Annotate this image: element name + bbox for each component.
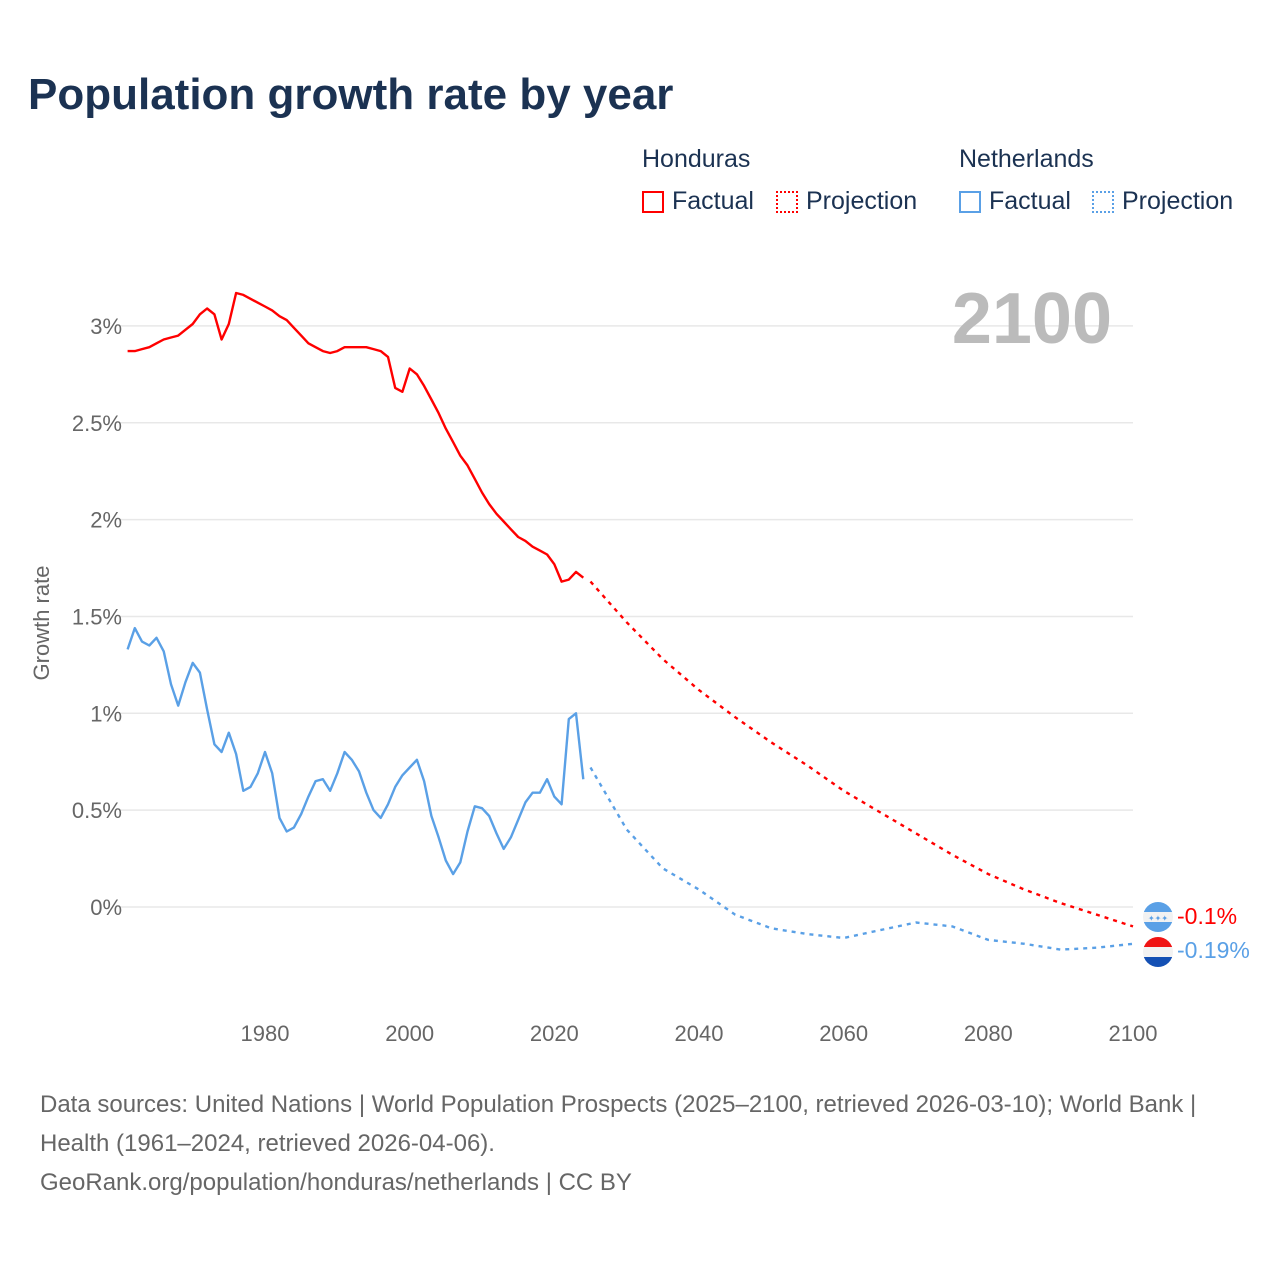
- honduras-flag-icon: ✦✦✦: [1143, 902, 1173, 932]
- y-tick-label: 0%: [90, 895, 122, 920]
- netherlands-flag-icon: [1143, 937, 1173, 967]
- end-label-honduras: -0.1%: [1177, 903, 1237, 929]
- legend-swatch-solid-icon: [642, 190, 664, 213]
- series-netherlands-projection: [589, 766, 1134, 951]
- series-honduras-projection: [589, 580, 1134, 928]
- y-tick-label: 2.5%: [72, 411, 122, 436]
- legend-label: Projection: [806, 187, 918, 215]
- legend-honduras-projection[interactable]: Projection: [776, 187, 917, 216]
- y-tick-label: 1.5%: [72, 604, 122, 629]
- legend-group-honduras: Honduras: [642, 145, 751, 173]
- x-tick-label: 2080: [964, 1021, 1013, 1046]
- data-sources: Data sources: United Nations | World Pop…: [40, 1091, 1197, 1157]
- x-tick-label: 2020: [530, 1021, 579, 1046]
- x-tick-label: 2060: [819, 1021, 868, 1046]
- legend-honduras-factual[interactable]: Factual: [642, 187, 754, 216]
- legend-swatch-dotted-icon: [1092, 190, 1114, 213]
- x-tick-label: 1980: [241, 1021, 290, 1046]
- legend-netherlands-factual[interactable]: Factual: [959, 187, 1071, 216]
- line-chart: 0% 0.5% 1% 1.5% 2% 2.5% 3% 1980 2000 2020 2040 2060…: [72, 291, 1250, 1046]
- legend-netherlands-projection[interactable]: Projection: [1092, 187, 1233, 216]
- legend-group-netherlands: Netherlands: [959, 145, 1094, 173]
- series-honduras-factual: [127, 291, 585, 583]
- legend-label: Factual: [989, 187, 1071, 215]
- svg-text:✦✦✦: ✦✦✦: [1148, 914, 1168, 923]
- chart-title: Population growth rate by year: [28, 70, 674, 119]
- y-tick-label: 0.5%: [72, 798, 122, 823]
- legend-label: Projection: [1122, 187, 1234, 215]
- x-tick-label: 2040: [675, 1021, 724, 1046]
- end-label-netherlands: -0.19%: [1177, 937, 1250, 963]
- x-tick-label: 2100: [1109, 1021, 1158, 1046]
- y-tick-label: 2%: [90, 508, 122, 533]
- series-netherlands-factual: [126, 626, 585, 876]
- current-year-label: 2100: [951, 279, 1112, 359]
- x-tick-label: 2000: [385, 1021, 434, 1046]
- source-link[interactable]: GeoRank.org/population/honduras/netherla…: [40, 1169, 632, 1196]
- y-tick-label: 3%: [90, 314, 122, 339]
- legend-swatch-solid-icon: [959, 190, 981, 213]
- y-tick-label: 1%: [90, 701, 122, 726]
- legend-label: Factual: [672, 187, 754, 215]
- legend-swatch-dotted-icon: [776, 190, 798, 213]
